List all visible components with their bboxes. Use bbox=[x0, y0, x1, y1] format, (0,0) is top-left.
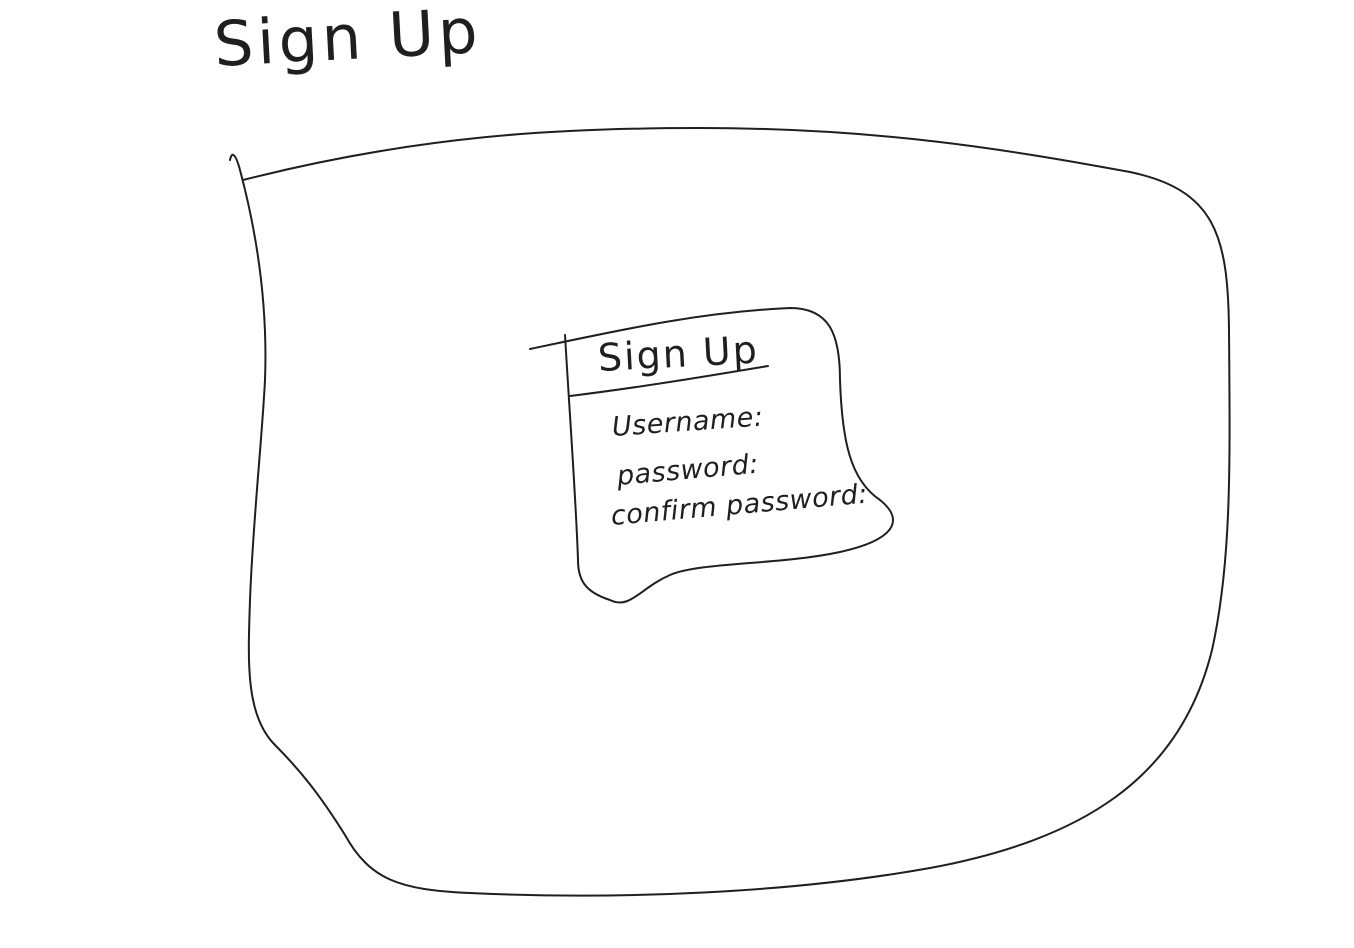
page-title: Sign Up bbox=[212, 0, 484, 81]
dialog-title-underline bbox=[569, 365, 769, 397]
page-frame bbox=[229, 127, 1231, 897]
dialog-frame bbox=[529, 307, 894, 604]
dialog-title: Sign Up bbox=[596, 327, 760, 380]
